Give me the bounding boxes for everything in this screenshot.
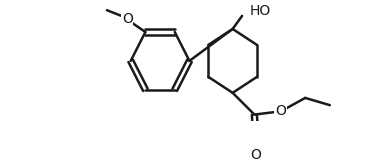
Text: O: O [250,148,261,162]
Text: O: O [122,12,133,26]
Text: O: O [275,104,286,118]
Text: HO: HO [250,4,271,18]
